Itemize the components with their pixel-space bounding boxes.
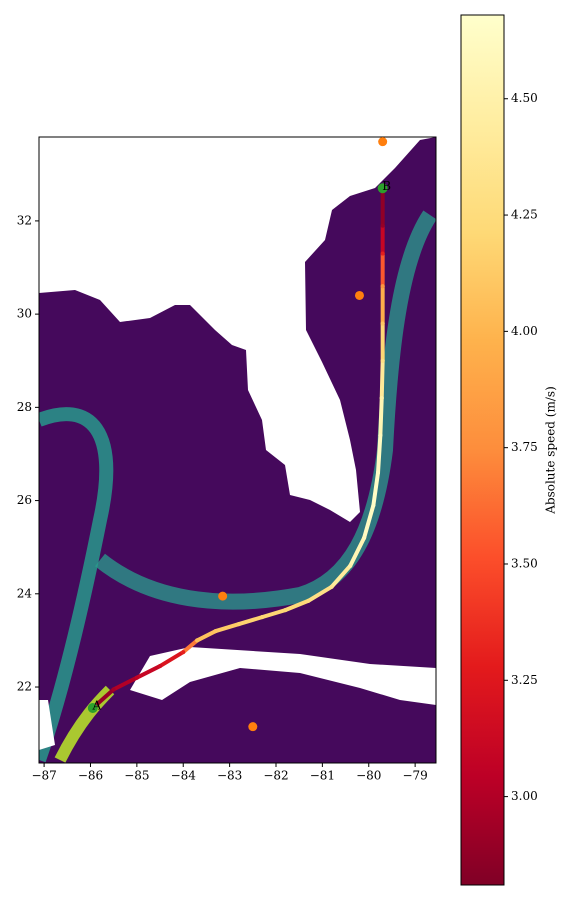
route-segment (158, 650, 186, 669)
route-segment (181, 638, 200, 655)
x-tick-label: −79 (402, 769, 427, 783)
x-tick-label: −83 (217, 769, 242, 783)
route-point (380, 223, 385, 228)
route-segment (283, 598, 311, 613)
endpoint (377, 183, 388, 194)
route-segment (236, 615, 265, 627)
y-tick-label: 32 (17, 213, 32, 227)
endpoint (87, 702, 98, 713)
route-point (329, 584, 334, 589)
x-tick-label: −85 (124, 769, 149, 783)
route-point (379, 396, 384, 401)
y-tick-label: 28 (17, 400, 32, 414)
route-point (111, 687, 116, 692)
route-segment (371, 470, 381, 508)
waypoint (378, 137, 388, 147)
route-point (213, 629, 218, 634)
route-point (378, 433, 383, 438)
route-segment (329, 563, 353, 589)
flow-field (39, 137, 436, 763)
plot-frame (38, 136, 437, 764)
route-point (380, 321, 385, 326)
x-tick-label: −86 (78, 769, 103, 783)
colorbar-tick-label: 3.50 (511, 556, 538, 570)
route-segment (379, 358, 385, 401)
colorbar-tick-label: 4.00 (511, 324, 538, 338)
x-tick-label: −87 (31, 769, 56, 783)
colorbar-tick-label: 3.25 (511, 673, 538, 687)
route-segment (348, 535, 367, 568)
route-segment (362, 503, 376, 540)
land (39, 700, 55, 750)
route-point (181, 650, 186, 655)
colorbar-tick-label: 3.75 (511, 440, 538, 454)
route-point (306, 598, 311, 603)
endpoint-label: B (382, 179, 391, 193)
route-point (283, 608, 288, 613)
waypoint (218, 591, 228, 601)
y-tick-label: 26 (17, 493, 32, 507)
y-tick-label: 22 (17, 680, 32, 694)
route-segment (378, 396, 384, 438)
route-point (348, 563, 353, 568)
land (39, 137, 436, 522)
land (130, 647, 436, 705)
x-tick-label: −84 (171, 769, 197, 783)
route-point (158, 664, 163, 669)
x-tick-label: −80 (356, 769, 381, 783)
route-point (195, 638, 200, 643)
route-segment (213, 622, 241, 634)
route-segment (260, 608, 288, 620)
route-point (371, 503, 376, 508)
y-tick-label: 24 (17, 586, 33, 600)
colorbar-tick-label: 4.50 (511, 91, 538, 105)
route-point (362, 535, 367, 540)
route-point (380, 251, 385, 256)
y-tick-label: 30 (17, 307, 32, 321)
waypoint (248, 722, 258, 732)
route-segment (111, 675, 139, 692)
route-segment (376, 433, 383, 475)
route-point (236, 622, 241, 627)
waypoint (354, 290, 364, 300)
colorbar-tick-label: 4.25 (511, 208, 538, 222)
route-segment (134, 664, 163, 680)
route-point (380, 284, 385, 289)
current-band (39, 407, 114, 763)
route-point (134, 675, 139, 680)
route-point (376, 470, 381, 475)
x-tick-label: −82 (263, 769, 288, 783)
colorbar-tick-label: 3.00 (511, 789, 538, 803)
route-point (380, 358, 385, 363)
endpoint-label: A (91, 698, 101, 712)
route-segment (195, 629, 218, 643)
colorbar (460, 14, 505, 886)
route-point (260, 615, 265, 620)
colorbar-label: Absolute speed (m/s) (544, 386, 558, 515)
x-tick-label: −81 (310, 769, 335, 783)
route-segment (306, 584, 334, 603)
